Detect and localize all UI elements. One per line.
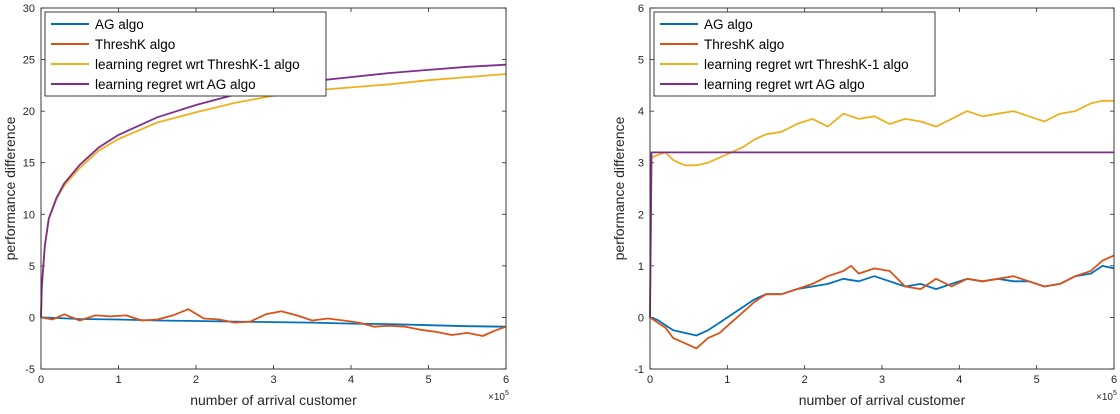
chart-2-legend-label-1: AG algo: [704, 17, 753, 32]
chart-1-legend-label-1: AG algo: [95, 17, 144, 32]
chart-1-legend-box: [44, 11, 327, 97]
chart-2-legend: AG algo ThreshK algo learning regret wrt T…: [653, 11, 936, 97]
chart-2-y-tick-label: 6: [638, 3, 644, 15]
chart-1-x-tick-label: 6: [503, 374, 509, 386]
chart-2-y-tick-label: 5: [638, 55, 644, 67]
chart-1-x-tick-label: 2: [193, 374, 199, 386]
chart-1-y-tick-label: 0: [29, 312, 35, 324]
chart-2-x-exponent-value: 5: [1113, 390, 1117, 397]
chart-1-y-tick-label: 5: [29, 261, 35, 273]
chart-1-series-line-2: [40, 308, 507, 337]
chart-1-legend-label-3: learning regret wrt ThreshK-1 algo: [95, 57, 300, 72]
chart-2-series-line-4: [649, 151, 1114, 318]
chart-2-y-tick-label: 4: [638, 106, 644, 118]
chart-2-x-tick-label: 6: [1111, 374, 1117, 386]
chart-1-y-tick-label: 10: [23, 209, 35, 221]
chart-2-series-line-2: [649, 254, 1115, 350]
chart-2-legend-label-4: learning regret wrt AG algo: [704, 77, 865, 92]
chart-2-legend-box: [653, 11, 936, 97]
chart-2-y-tick-label: 3: [638, 158, 644, 170]
chart-1-axes-box: [40, 7, 507, 370]
chart-2-y-tick-label: 2: [638, 209, 644, 221]
chart-1-x-tick-label: 4: [348, 374, 354, 386]
chart-1-series-line-4: [40, 63, 507, 318]
chart-1-x-tick-label: 3: [270, 374, 276, 386]
chart-1-x-axis-label: number of arrival customer: [190, 392, 357, 408]
chart-2-x-axis-label: number of arrival customer: [799, 392, 966, 408]
chart-2-series-line-3: [649, 99, 1114, 318]
chart-2-axes-box: [649, 7, 1115, 370]
chart-1-y-tick-label: 15: [23, 158, 35, 170]
chart-1-y-axis-label: performance difference: [2, 116, 18, 260]
chart-2-y-tick-label: 1: [638, 261, 644, 273]
chart-1-series-line-1: [40, 316, 507, 328]
chart-1-x-tick-label: 1: [115, 374, 121, 386]
chart-2-x-exponent-label: ×10: [1096, 392, 1113, 403]
chart-1-legend: AG algo ThreshK algo learning regret wrt T…: [44, 11, 327, 97]
chart-2-x-tick-label: 0: [647, 374, 653, 386]
chart-2-x-tick-label: 4: [956, 374, 962, 386]
chart-2-y-axis-label: performance difference: [611, 116, 627, 260]
chart-2-y-tick-label: -1: [634, 364, 644, 376]
chart-2-legend-label-2: ThreshK algo: [704, 37, 784, 52]
chart-1-y-tick-label: 30: [23, 3, 35, 15]
chart-2-x-tick-label: 3: [879, 374, 885, 386]
chart-1-x-tick-label: 5: [425, 374, 431, 386]
chart-1-legend-label-4: learning regret wrt AG algo: [95, 77, 256, 92]
chart-2-x-tick-label: 1: [724, 374, 730, 386]
chart-1-legend-label-2: ThreshK algo: [95, 37, 175, 52]
chart-2-x-tick-label: 2: [802, 374, 808, 386]
chart-2-y-tick-label: 0: [638, 312, 644, 324]
chart-1-y-tick-label: 25: [23, 55, 35, 67]
chart-1-x-exponent-value: 5: [505, 390, 509, 397]
chart-1-y-tick-label: 20: [23, 106, 35, 118]
chart-2-x-tick-label: 5: [1034, 374, 1040, 386]
chart-1-x-tick-label: 0: [38, 374, 44, 386]
chart-1-x-exponent-label: ×10: [488, 392, 505, 403]
chart-2-legend-label-3: learning regret wrt ThreshK-1 algo: [704, 57, 909, 72]
chart-1-y-tick-label: -5: [25, 364, 35, 376]
